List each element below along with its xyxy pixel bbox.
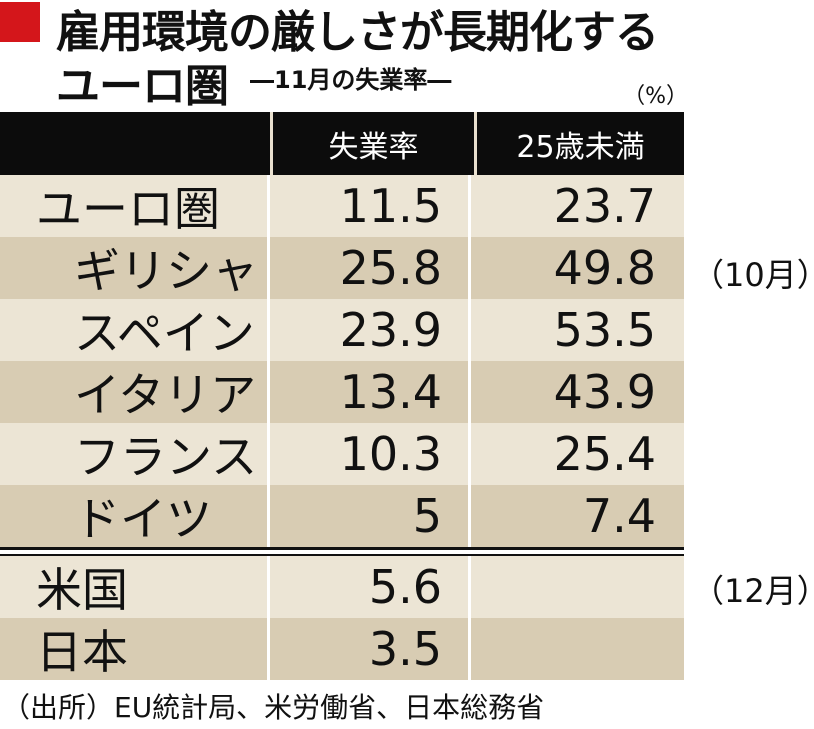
- row-under25: [471, 618, 684, 680]
- row-under25: 43.9: [553, 365, 656, 419]
- row-name: フランス: [0, 423, 270, 485]
- table-header: 失業率 25歳未満: [0, 112, 684, 175]
- table-row: ドイツ 5 7.4: [0, 485, 684, 547]
- double-rule-divider: [0, 547, 684, 556]
- row-under25: 7.4: [582, 489, 656, 543]
- subtitle: ―11月の失業率―: [250, 66, 452, 94]
- note-october: （10月）: [692, 256, 814, 294]
- red-accent-block: [0, 2, 40, 42]
- table-row: フランス 10.3 25.4: [0, 423, 684, 485]
- row-under25: 25.4: [553, 427, 656, 481]
- title-line-1: 雇用環境の厳しさが長期化する: [56, 7, 659, 58]
- table-row: ギリシャ 25.8 49.8: [0, 237, 684, 299]
- row-rate: 5: [270, 485, 471, 547]
- header-empty-cell: [0, 112, 273, 175]
- table-row: 米国 5.6: [0, 556, 684, 618]
- row-name: スペイン: [0, 299, 270, 361]
- row-rate: 25.8: [270, 237, 471, 299]
- table-row: スペイン 23.9 53.5: [0, 299, 684, 361]
- source-note: （出所）EU統計局、米労働省、日本総務省: [2, 691, 545, 724]
- row-under25: 23.7: [553, 179, 656, 233]
- row-rate: 5.6: [270, 556, 471, 618]
- row-rate: 11.5: [270, 175, 471, 237]
- row-rate: 23.9: [270, 299, 471, 361]
- row-name: ギリシャ: [0, 237, 270, 299]
- row-name: ドイツ: [0, 485, 270, 547]
- unit-label: （%）: [623, 84, 688, 109]
- row-name: 日本: [0, 618, 270, 680]
- row-under25: 49.8: [553, 241, 656, 295]
- unemployment-table: 失業率 25歳未満 ユーロ圏 11.5 23.7 ギリシャ 25.8 49.8 …: [0, 112, 684, 680]
- header-under-25: 25歳未満: [516, 129, 645, 165]
- table-row: 日本 3.5: [0, 618, 684, 680]
- note-december: （12月）: [692, 572, 814, 610]
- row-name: 米国: [0, 556, 270, 618]
- row-under25: 53.5: [553, 303, 656, 357]
- row-name: ユーロ圏: [0, 175, 270, 237]
- header-unemployment-rate: 失業率: [273, 112, 477, 175]
- row-rate: 13.4: [270, 361, 471, 423]
- title-line-2: ユーロ圏: [56, 61, 229, 112]
- row-name: イタリア: [0, 361, 270, 423]
- row-rate: 3.5: [270, 618, 471, 680]
- table-row: イタリア 13.4 43.9: [0, 361, 684, 423]
- row-rate: 10.3: [270, 423, 471, 485]
- row-under25: [471, 556, 684, 618]
- table-row: ユーロ圏 11.5 23.7: [0, 175, 684, 237]
